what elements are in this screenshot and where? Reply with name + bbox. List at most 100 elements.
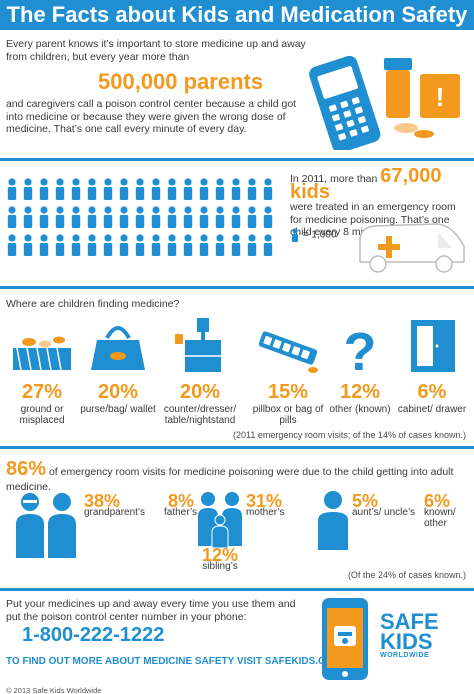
er-stat-suffix: were treated in an emergency room for me…: [290, 201, 456, 238]
location-item: 27% ground or misplaced: [2, 318, 82, 426]
er-stat-prefix: In 2011, more than: [290, 173, 378, 185]
where-section: Where are children finding medicine? 27%…: [0, 288, 474, 440]
kid-figure-icon: [215, 234, 225, 256]
legend: = 1,000: [290, 228, 336, 242]
location-pct: 6%: [417, 381, 447, 403]
kid-figure-icon: [167, 206, 177, 228]
kid-figure-icon: [183, 178, 193, 200]
logo-safe: SAFE: [380, 609, 439, 634]
kid-figure-icon: [135, 234, 145, 256]
copyright: © 2013 Safe Kids Worldwide: [6, 686, 102, 694]
kid-figure-icon: [183, 234, 193, 256]
kid-figure-icon: [23, 178, 33, 200]
kid-legend-icon: [292, 228, 298, 242]
visit-link[interactable]: TO FIND OUT MORE ABOUT MEDICINE SAFETY V…: [6, 656, 341, 667]
kid-figure-icon: [55, 206, 65, 228]
kid-figure-icon: [71, 234, 81, 256]
kid-figure-icon: [247, 178, 257, 200]
pillbox-icon: [258, 331, 318, 373]
kid-figure-icon: [135, 206, 145, 228]
location-label: ground or misplaced: [19, 404, 65, 426]
kid-figure-icon: [103, 234, 113, 256]
kid-figure-icon: [7, 234, 17, 256]
cabinet-icon: [411, 320, 455, 372]
relative-label: aunt’s/ uncle’s: [352, 507, 416, 518]
section-divider: [0, 286, 474, 289]
parents-stat: 500,000 parents: [98, 69, 264, 94]
kid-figure-icon: [199, 178, 209, 200]
relative-label: father’s: [164, 507, 197, 518]
relative-pct: 6%: [424, 491, 451, 511]
kid-figure-icon: [263, 178, 273, 200]
nightstand-icon: [175, 318, 221, 372]
relative-pct: 31%: [246, 491, 283, 511]
kid-figure-icon: [247, 206, 257, 228]
kid-figure-icon: [263, 234, 273, 256]
relative-label: mother’s: [246, 507, 285, 518]
kid-figure-icon: [183, 206, 193, 228]
relatives-note: (Of the 24% of cases known.): [347, 570, 466, 580]
relative-pct: 38%: [84, 491, 121, 511]
kid-figure-icon: [119, 234, 129, 256]
adult-stat-pct: 86%: [6, 458, 47, 480]
location-item: ? 12% other (known): [320, 318, 400, 415]
relative-stat: 6% known/ other: [424, 491, 474, 529]
grandparents-icon: [16, 493, 76, 558]
kid-figure-icon: [199, 234, 209, 256]
safe-kids-logo: SAFE KIDS WORLDWIDE: [380, 609, 472, 672]
kid-figure-icon: [71, 206, 81, 228]
poison-control-number[interactable]: 1-800-222-1222: [22, 624, 165, 646]
smartphone-icon: [322, 598, 368, 680]
kid-figure-icon: [103, 178, 113, 200]
purse-icon: [91, 326, 145, 370]
section-divider: [0, 446, 474, 449]
kid-figure-icon: [151, 206, 161, 228]
relative-person-icon: [318, 491, 348, 550]
kid-figure-icon: [87, 234, 97, 256]
location-pct: 20%: [179, 381, 221, 403]
kid-figure-icon: [151, 234, 161, 256]
adult-stat-block: 86% of emergency room visits for medicin…: [6, 458, 468, 493]
legend-label: = 1,000: [302, 229, 337, 241]
kid-figure-icon: [39, 206, 49, 228]
kid-figure-icon: [87, 206, 97, 228]
location-pct: 20%: [97, 381, 139, 403]
kid-figure-icon: [55, 234, 65, 256]
kid-figure-icon: [103, 206, 113, 228]
question-icon: ?: [344, 322, 377, 382]
relative-stat: 31% mother’s: [246, 491, 285, 518]
kid-figure-icon: [215, 206, 225, 228]
location-item: 20% counter/dresser/ table/nightstand: [160, 318, 240, 426]
kid-figure-icon: [39, 178, 49, 200]
location-label: purse/bag/ wallet: [80, 404, 156, 415]
cell-phone-medicine-icon: !: [309, 55, 460, 150]
relative-label: grandparent’s: [84, 507, 145, 518]
where-question: Where are children finding medicine?: [6, 298, 180, 310]
kid-figure-icon: [247, 234, 257, 256]
kid-figure-icon: [199, 206, 209, 228]
adult-medicine-section: 86% of emergency room visits for medicin…: [0, 452, 474, 580]
relative-stat: 12% sibling’s: [196, 545, 244, 572]
kid-figure-icon: [231, 178, 241, 200]
kid-figure-icon: [71, 178, 81, 200]
relative-label: known/ other: [424, 507, 456, 529]
cta-text: Put your medicines up and away every tim…: [6, 598, 296, 623]
relative-stat: 8% father’s: [164, 492, 197, 518]
location-label: pillbox or bag of pills: [252, 404, 324, 426]
parents-section: Every parent knows it’s important to sto…: [0, 30, 474, 158]
kid-figure-icon: [119, 178, 129, 200]
section-divider: [0, 158, 474, 161]
logo-worldwide: WORLDWIDE: [380, 652, 430, 659]
logo-kids: KIDS: [380, 629, 433, 654]
er-stat-block: In 2011, more than 67,000 kids were trea…: [290, 166, 470, 239]
kid-figure-icon: [215, 178, 225, 200]
relative-pct: 12%: [201, 545, 239, 565]
section-divider: [0, 588, 474, 591]
kid-figure-icon: [87, 178, 97, 200]
where-note: (2011 emergency room visits; of the 14% …: [233, 430, 466, 440]
location-label: counter/dresser/ table/nightstand: [163, 404, 237, 426]
kid-figure-icon: [167, 234, 177, 256]
adult-stat-text: of emergency room visits for medicine po…: [6, 466, 454, 493]
kid-figure-icon: [231, 234, 241, 256]
kid-figure-icon: [7, 178, 17, 200]
